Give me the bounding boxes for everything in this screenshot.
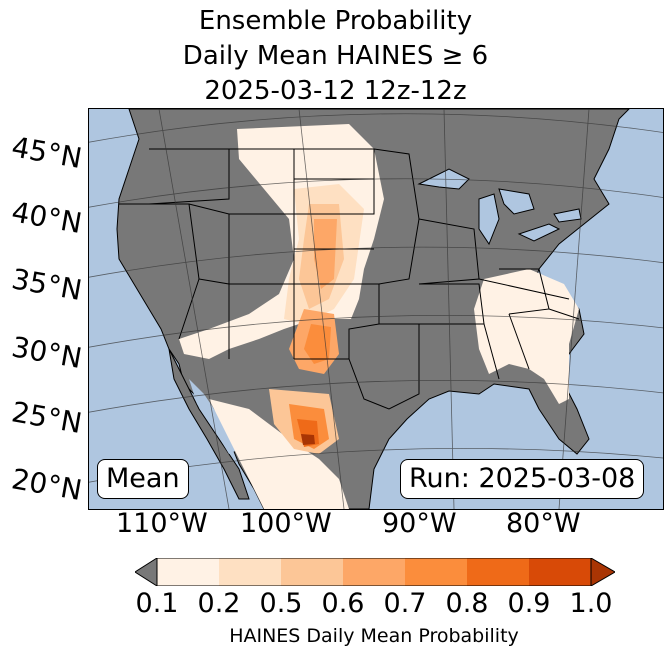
map-canvas (89, 109, 663, 509)
graticule (89, 109, 663, 509)
colorbar-segment-6 (467, 558, 529, 586)
colorbar-segment-4 (343, 558, 405, 586)
lat-label-25: 25°N (9, 395, 85, 441)
title-line-1: Ensemble Probability (198, 6, 473, 36)
colorbar-tick-3: 0.6 (321, 588, 365, 619)
colorbar-tick-0: 0.1 (135, 588, 179, 619)
run-label-box: Run: 2025-03-08 (400, 459, 645, 499)
lat-label-40: 40°N (9, 195, 85, 241)
title-line-3: 2025-03-12 12z-12z (204, 76, 467, 106)
lon-label-110: 110°W (116, 508, 208, 539)
colorbar-segment-2 (219, 558, 281, 586)
colorbar-label: HAINES Daily Mean Probability (229, 625, 519, 647)
colorbar-frame (156, 558, 592, 586)
colorbar-tick-7: 1.0 (569, 588, 613, 619)
colorbar (135, 558, 615, 586)
gulf-of-california (189, 379, 239, 454)
colorbar-segment-3 (281, 558, 343, 586)
colorbar-tick-1: 0.2 (197, 588, 241, 619)
lat-label-20: 20°N (9, 462, 85, 508)
colorbar-segment-5 (405, 558, 467, 586)
colorbar-tick-5: 0.8 (445, 588, 489, 619)
probability-field (179, 124, 579, 509)
colorbar-over-arrow (590, 558, 615, 586)
colorbar-tick-6: 0.9 (507, 588, 551, 619)
lat-label-35: 35°N (9, 262, 85, 308)
lat-label-45: 45°N (9, 130, 85, 176)
colorbar-segment-1 (157, 558, 219, 586)
lon-label-100: 100°W (240, 508, 332, 539)
mean-label-box: Mean (97, 459, 189, 499)
colorbar-segment-7 (529, 558, 591, 586)
colorbar-tick-2: 0.5 (259, 588, 303, 619)
state-borders (119, 148, 580, 410)
title-line-2: Daily Mean HAINES ≥ 6 (182, 41, 489, 71)
lat-label-30: 30°N (9, 330, 85, 376)
great-lakes (417, 168, 582, 246)
lon-label-90: 90°W (382, 508, 457, 539)
colorbar-tick-4: 0.7 (383, 588, 427, 619)
map-panel (88, 108, 664, 510)
lon-label-80: 80°W (506, 508, 581, 539)
colorbar-under-arrow (135, 558, 158, 586)
